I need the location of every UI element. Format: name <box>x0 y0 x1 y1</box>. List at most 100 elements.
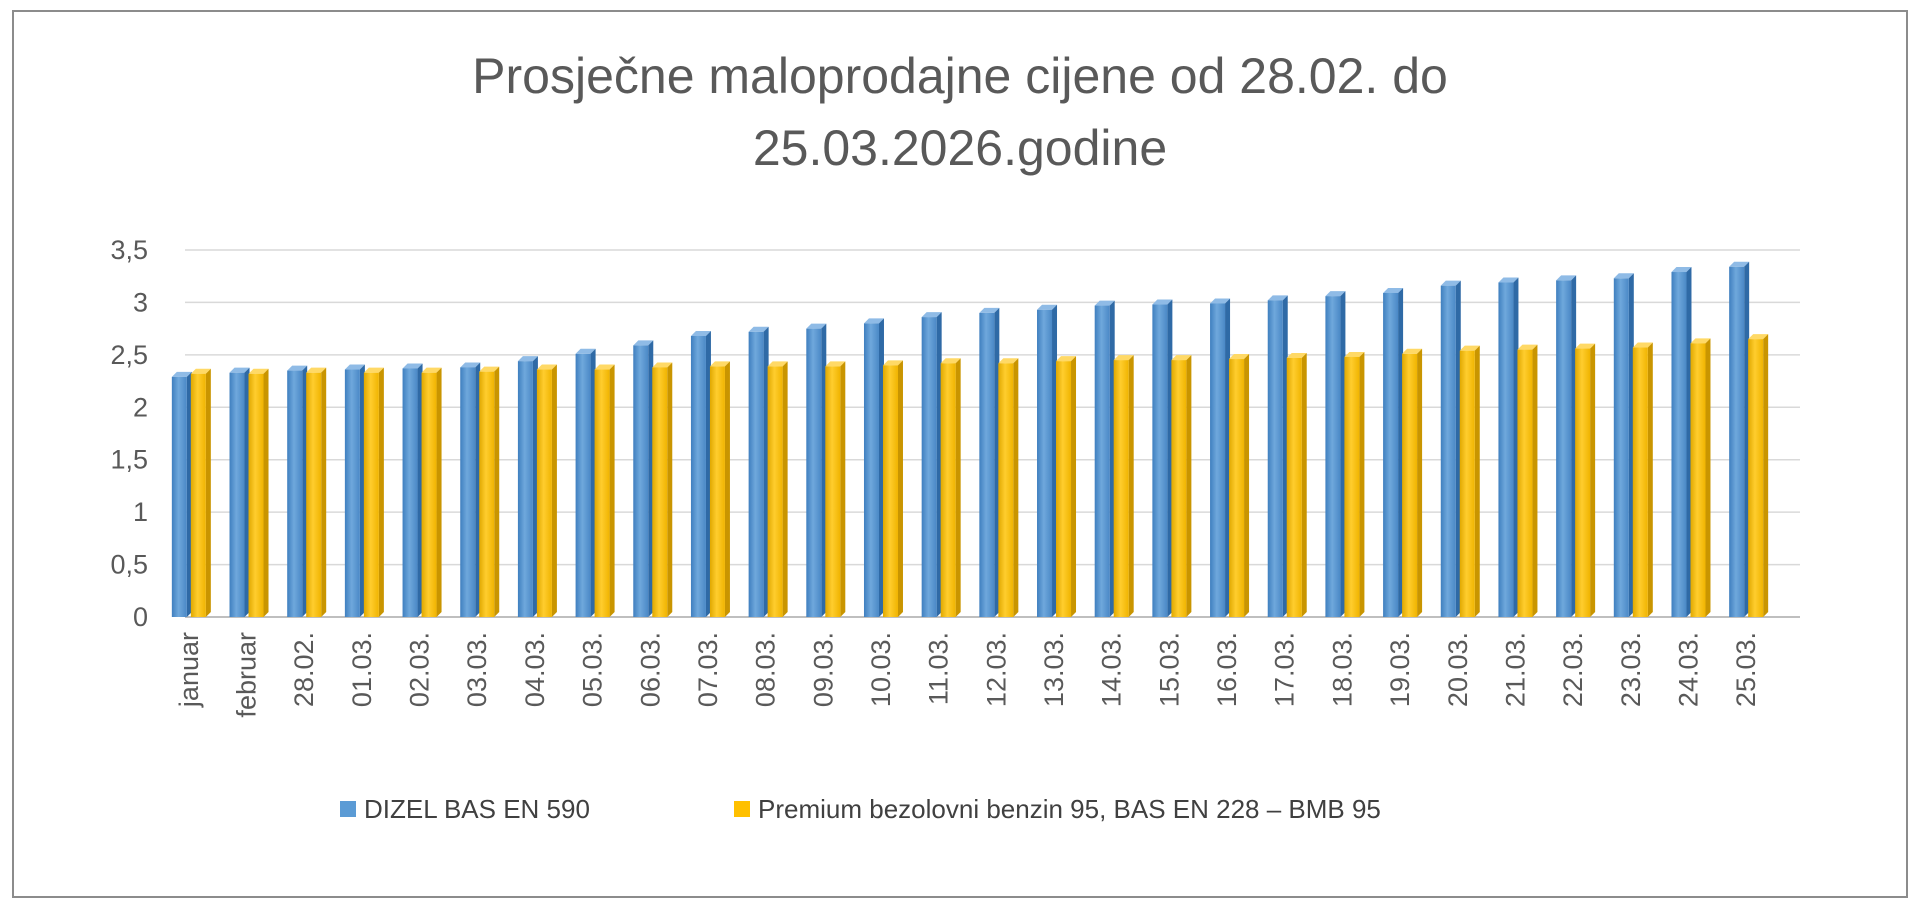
bar-face <box>229 372 245 617</box>
x-tick-label: 15.03. <box>1154 632 1184 707</box>
bar-face <box>1056 361 1072 617</box>
x-tick-label: 07.03. <box>693 632 723 707</box>
bar-top <box>1171 355 1192 361</box>
bar-benzin <box>1056 356 1077 617</box>
bar-side <box>667 362 673 617</box>
x-tick-label: 28.02. <box>289 632 319 707</box>
y-tick-label: 0 <box>133 602 148 632</box>
chart-title-line-2: 25.03.2026.godine <box>752 120 1168 176</box>
bar-face <box>1517 349 1533 617</box>
x-tick-label: 03.03. <box>462 632 492 707</box>
bar-face <box>1402 353 1418 617</box>
bar-side <box>359 364 365 617</box>
bar-side <box>840 361 846 617</box>
bar-face <box>1556 280 1572 617</box>
y-tick-label: 3,5 <box>110 235 148 265</box>
x-tick-label: februar <box>232 632 262 718</box>
bar-face <box>998 363 1014 617</box>
bar-side <box>897 360 903 617</box>
bar-face <box>479 371 495 617</box>
y-tick-label: 3 <box>133 287 148 317</box>
x-tick-label: 04.03. <box>520 632 550 707</box>
bar-side <box>1359 351 1365 617</box>
bar-face <box>1229 359 1245 617</box>
bar-face <box>1613 278 1629 617</box>
bar-side <box>1744 261 1750 617</box>
bar-top <box>517 356 538 362</box>
y-tick-label: 1,5 <box>110 445 148 475</box>
y-tick-label: 0,5 <box>110 550 148 580</box>
bars <box>171 261 1769 617</box>
bar-top <box>1267 295 1288 301</box>
bar-dizel <box>171 371 192 617</box>
bar-benzin <box>709 361 730 617</box>
legend-label: Premium bezolovni benzin 95, BAS EN 228 … <box>758 794 1381 824</box>
bar-dizel <box>1556 275 1577 617</box>
y-tick-label: 1 <box>133 497 148 527</box>
bar-dizel <box>748 326 769 617</box>
bar-side <box>436 367 442 617</box>
legend-label: DIZEL BAS EN 590 <box>364 794 590 824</box>
bar-top <box>594 364 615 370</box>
bar-top <box>1690 338 1711 344</box>
bar-side <box>1109 300 1115 617</box>
bar-face <box>1286 358 1302 617</box>
bar-top <box>1498 277 1519 283</box>
bar-top <box>229 367 250 373</box>
bar-side <box>782 361 788 617</box>
bar-side <box>1474 345 1480 617</box>
bar-side <box>1128 355 1134 617</box>
bar-benzin <box>1286 353 1307 617</box>
x-tick-label: 12.03. <box>981 632 1011 707</box>
bar-face <box>575 353 591 617</box>
bar-face <box>402 368 418 617</box>
x-tick-label: 05.03. <box>578 632 608 707</box>
bar-top <box>460 362 481 368</box>
x-tick-label: 14.03. <box>1097 632 1127 707</box>
bar-benzin <box>594 364 615 617</box>
y-tick-label: 2 <box>133 392 148 422</box>
bar-top <box>1556 275 1577 281</box>
bar-side <box>263 368 269 617</box>
x-tick-label: 18.03. <box>1327 632 1357 707</box>
bar-top <box>979 307 1000 313</box>
bar-benzin <box>1575 343 1596 617</box>
bar-side <box>1186 355 1192 617</box>
bar-face <box>633 345 649 617</box>
x-tick-label: januar <box>174 632 204 708</box>
bar-side <box>1571 275 1577 617</box>
chart-title: Prosječne maloprodajne cijene od 28.02. … <box>0 40 1920 184</box>
legend-swatch <box>340 801 356 817</box>
bar-face <box>1690 343 1706 617</box>
bar-top <box>575 348 596 354</box>
bar-side <box>1340 291 1346 617</box>
bar-top <box>363 367 384 373</box>
bar-top <box>306 367 327 373</box>
bar-face <box>306 372 322 617</box>
x-tick-label: 23.03. <box>1616 632 1646 707</box>
bar-top <box>652 362 673 368</box>
bar-dizel <box>690 330 711 617</box>
bar-dizel <box>1094 300 1115 617</box>
bar-face <box>825 366 841 617</box>
legend-swatch <box>734 801 750 817</box>
bar-side <box>878 318 884 617</box>
bar-face <box>1748 339 1764 617</box>
bar-benzin <box>248 368 269 617</box>
bar-benzin <box>1113 355 1134 617</box>
bar-side <box>821 323 827 617</box>
bar-top <box>248 368 269 374</box>
bar-side <box>1686 267 1692 617</box>
bar-dizel <box>1440 280 1461 617</box>
bar-face <box>1459 350 1475 617</box>
x-tick-label: 02.03. <box>405 632 435 707</box>
bar-dizel <box>1613 273 1634 617</box>
bar-side <box>1225 298 1231 617</box>
bar-top <box>1056 356 1077 362</box>
bar-top <box>806 323 827 329</box>
bar-top <box>1440 280 1461 286</box>
bar-side <box>1052 304 1058 617</box>
bar-face <box>1671 272 1687 617</box>
bar-top <box>421 367 442 373</box>
